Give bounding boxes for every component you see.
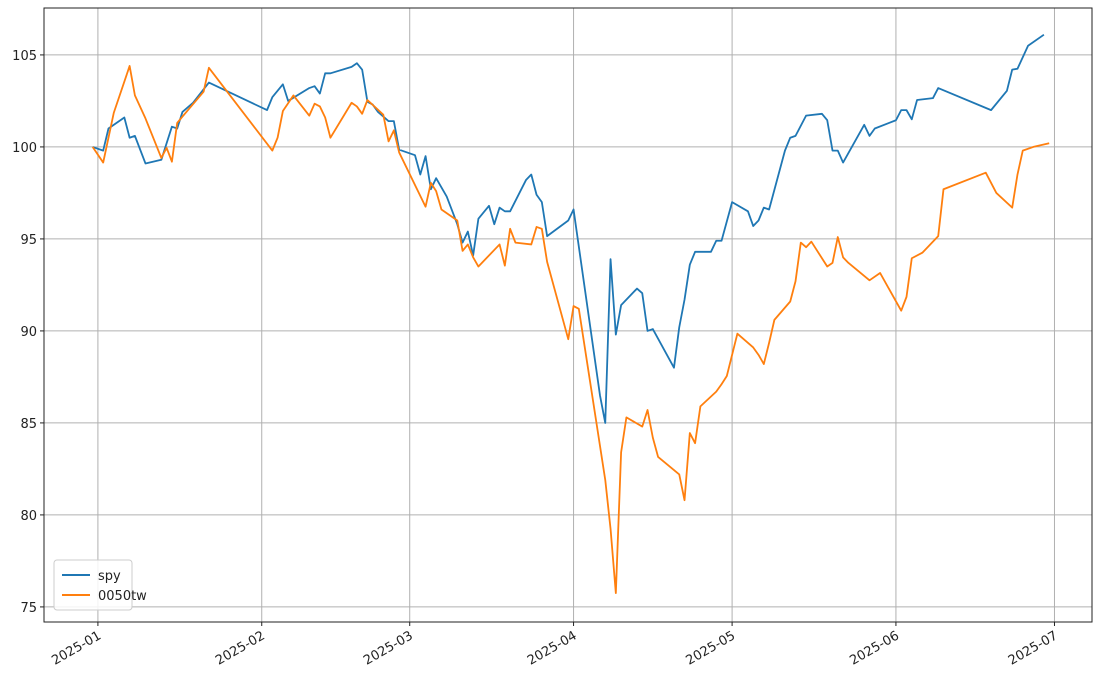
legend-box (53, 559, 133, 611)
y-tick-label: 100 (12, 141, 37, 156)
legend-label: spy (98, 569, 121, 584)
y-tick-label: 85 (20, 417, 37, 432)
y-tick-label: 105 (12, 49, 37, 64)
plot-frame (43, 7, 1093, 623)
legend: spy 0050tw (53, 559, 147, 611)
y-tick-label: 75 (20, 601, 37, 616)
series-line (91, 65, 1050, 595)
plot-area (44, 8, 1092, 622)
x-tick-label: 2025-01 (49, 628, 104, 668)
x-tick-label: 2025-06 (847, 628, 902, 668)
x-tick-label: 2025-02 (213, 628, 268, 668)
legend-label: 0050tw (98, 589, 147, 604)
x-tick-label: 2025-03 (361, 628, 416, 668)
series-line (92, 33, 1045, 424)
x-tick-label: 2025-05 (684, 628, 739, 668)
y-tick-label: 90 (20, 325, 37, 340)
y-tick-label: 95 (20, 233, 37, 248)
x-tick-label: 2025-04 (525, 628, 580, 668)
y-tick-label: 80 (20, 509, 37, 524)
x-tick-label: 2025-07 (1006, 628, 1061, 668)
